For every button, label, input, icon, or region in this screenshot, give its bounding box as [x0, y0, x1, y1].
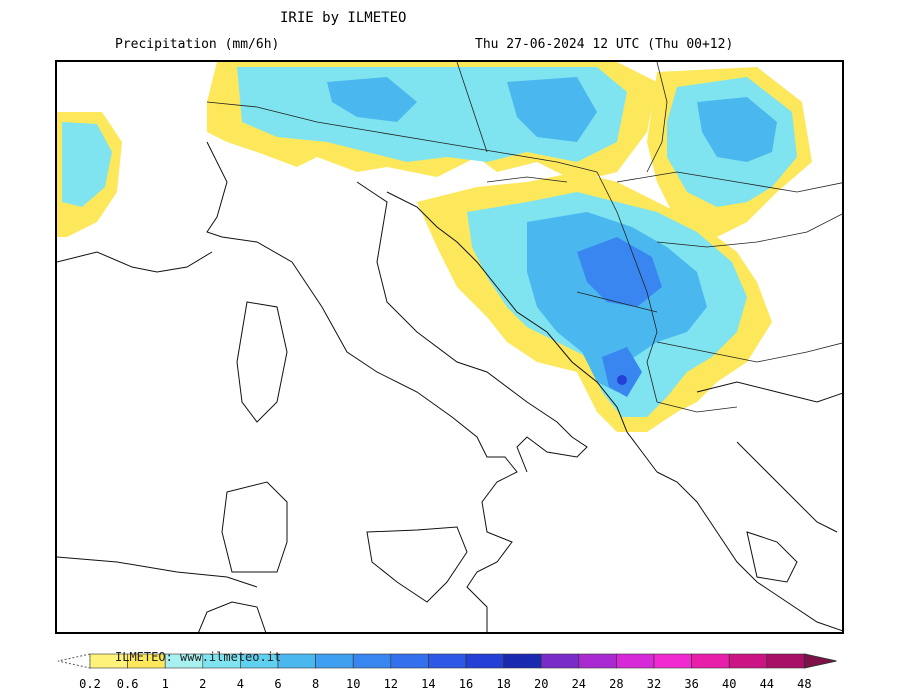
legend-tick-label: 0.6: [117, 677, 139, 691]
legend-swatch: [390, 653, 429, 669]
coastlines: [57, 141, 842, 632]
legend-tick-label: 2: [199, 677, 206, 691]
legend-swatch: [653, 653, 692, 669]
legend-swatch: [277, 653, 316, 669]
precipitation-map: [55, 60, 844, 634]
legend-tick-label: 24: [572, 677, 586, 691]
legend-tick-label: 44: [760, 677, 774, 691]
legend-swatch: [578, 653, 617, 669]
legend-tick-label: 14: [421, 677, 435, 691]
legend-over-arrow: [803, 653, 837, 669]
legend-colorbar: 0.2 0.6 1 2 4 6 8 10 12 14 16 18 20 24 28 32 36 40 44 48: [55, 652, 855, 692]
legend-swatch: [691, 653, 730, 669]
legend-tick-label: 32: [647, 677, 661, 691]
legend-swatch: [616, 653, 655, 669]
legend-tick-label: 10: [346, 677, 360, 691]
country-borders: [206, 62, 842, 413]
legend-tick-label: 16: [459, 677, 473, 691]
legend-swatch: [503, 653, 542, 669]
legend-tick-label: 28: [609, 677, 623, 691]
valid-time-label: Thu 27-06-2024 12 UTC (Thu 00+12): [475, 37, 734, 52]
map-title: IRIE by ILMETEO: [280, 10, 407, 26]
legend-tick-label: 0.2: [79, 677, 101, 691]
legend-tick-label: 1: [162, 677, 169, 691]
legend-swatch: [465, 653, 504, 669]
legend-tick-label: 6: [274, 677, 281, 691]
legend-tick-label: 12: [384, 677, 398, 691]
legend-swatch: [315, 653, 354, 669]
legend-swatch: [766, 653, 805, 669]
legend-tick-label: 4: [237, 677, 244, 691]
legend-tick-label: 40: [722, 677, 736, 691]
legend-swatch: [428, 653, 467, 669]
legend-tick-label: 36: [684, 677, 698, 691]
legend-under-arrow: [57, 653, 91, 669]
legend-watermark: ILMETEO: www.ilmeteo.it: [115, 650, 282, 664]
legend-tick-label: 18: [496, 677, 510, 691]
legend-swatch: [540, 653, 580, 669]
precip-core-areas: [577, 237, 662, 397]
legend-tick-label: 8: [312, 677, 319, 691]
legend-swatch: [352, 653, 392, 669]
precip-moderate-areas: [62, 67, 797, 417]
legend-swatch: [728, 653, 768, 669]
legend-tick-label: 20: [534, 677, 548, 691]
field-label: Precipitation (mm/6h): [115, 37, 280, 52]
legend-tick-label: 48: [797, 677, 811, 691]
